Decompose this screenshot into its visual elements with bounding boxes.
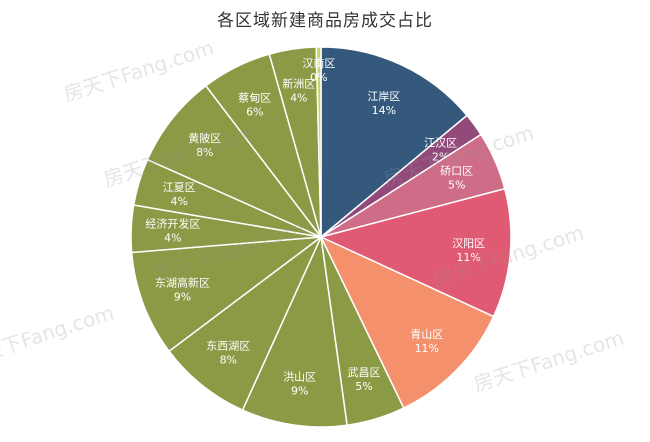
slice-label: 东湖高新区 bbox=[155, 276, 210, 290]
slice-percent: 11% bbox=[415, 342, 439, 355]
slice-percent: 9% bbox=[291, 385, 308, 398]
pie-slice[interactable] bbox=[130, 236, 324, 353]
slice-label: 新洲区 bbox=[282, 77, 315, 91]
slice-label: 武昌区 bbox=[348, 366, 381, 379]
slice-percent: 14% bbox=[372, 104, 396, 117]
pie-slice[interactable] bbox=[319, 235, 495, 410]
slice-label: 硚口区 bbox=[440, 165, 473, 178]
slice-percent: 0% bbox=[310, 71, 327, 84]
slice-percent: 11% bbox=[456, 251, 480, 264]
slice-percent: 5% bbox=[448, 179, 465, 192]
pie-slice[interactable] bbox=[320, 46, 469, 239]
slice-label: 青山区 bbox=[410, 328, 443, 341]
slice-percent: 6% bbox=[246, 105, 263, 118]
slice-label: 江岸区 bbox=[367, 90, 400, 103]
slice-label: 江汉区 bbox=[424, 136, 457, 149]
chart-title: 各区域新建商品房成交占比 bbox=[217, 11, 433, 31]
slice-percent: 9% bbox=[174, 291, 191, 304]
slice-label: 东西湖区 bbox=[206, 340, 250, 353]
slice-percent: 5% bbox=[355, 380, 372, 393]
slice-label: 汉阳区 bbox=[452, 237, 485, 250]
slice-label: 洪山区 bbox=[283, 370, 316, 384]
slice-label: 汉南区 bbox=[302, 57, 335, 70]
slice-percent: 8% bbox=[220, 354, 237, 367]
slice-label: 经济开发区 bbox=[145, 217, 200, 231]
slice-percent: 4% bbox=[290, 92, 307, 105]
slice-label: 江夏区 bbox=[163, 181, 196, 194]
slice-label: 黄陂区 bbox=[188, 131, 221, 145]
slice-percent: 8% bbox=[196, 146, 213, 159]
pie-slice[interactable] bbox=[318, 187, 512, 318]
pie-slice[interactable] bbox=[168, 236, 322, 412]
slice-percent: 4% bbox=[164, 232, 181, 245]
pie-slice[interactable] bbox=[315, 46, 322, 238]
pie-slice[interactable] bbox=[146, 84, 322, 238]
slice-percent: 4% bbox=[170, 195, 187, 208]
pie-slice[interactable] bbox=[241, 234, 348, 428]
slice-label: 蔡甸区 bbox=[238, 91, 271, 104]
